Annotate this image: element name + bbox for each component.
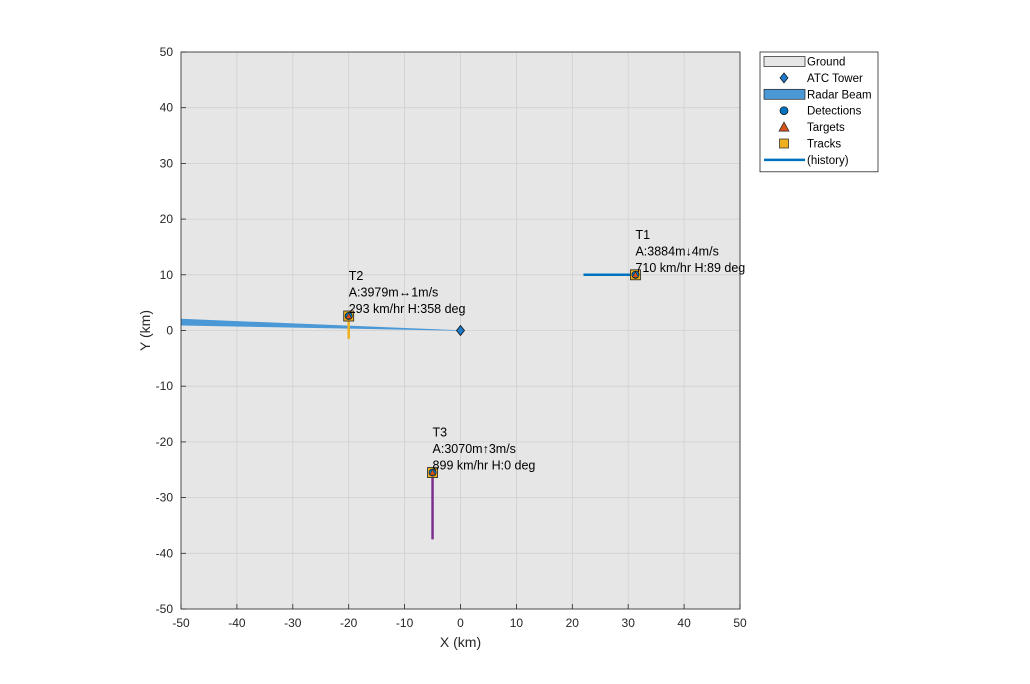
legend-symbol-ground xyxy=(763,56,806,67)
legend-label: Ground xyxy=(807,57,845,69)
target-marker-t1 xyxy=(632,271,639,278)
target-marker-t3 xyxy=(429,469,436,476)
y-tick-label: -50 xyxy=(156,602,174,616)
y-tick-label: 10 xyxy=(160,268,174,282)
y-tick-label: -40 xyxy=(156,546,174,560)
y-axis-label: Y (km) xyxy=(137,310,153,351)
x-tick-label: -30 xyxy=(284,616,302,630)
y-tick-label: 0 xyxy=(166,324,173,338)
x-axis-label: X (km) xyxy=(440,634,481,650)
x-tick-label: 10 xyxy=(510,616,524,630)
y-tick-label: 30 xyxy=(160,156,174,170)
y-tick-label: -30 xyxy=(156,491,174,505)
legend-label: Detections xyxy=(807,106,862,118)
y-tick-label: 20 xyxy=(160,212,174,226)
x-tick-label: -40 xyxy=(228,616,246,630)
x-tick-label: 40 xyxy=(677,616,691,630)
x-tick-label: 30 xyxy=(622,616,636,630)
target-marker-t2 xyxy=(345,312,353,319)
x-tick-label: 20 xyxy=(566,616,580,630)
annotation-t3-line-3: 899 km/hr H:0 deg xyxy=(433,459,536,473)
y-tick-label: -10 xyxy=(156,379,174,393)
annotation-t3-line-2: A:3070m↑3m/s xyxy=(433,442,516,456)
x-tick-label: -20 xyxy=(340,616,358,630)
y-tick-label: -20 xyxy=(156,435,174,449)
legend-label: Radar Beam xyxy=(807,89,872,101)
legend-symbol-targets xyxy=(778,121,790,132)
annotation-t1-line-1: T1 xyxy=(635,228,650,242)
annotation-t1-line-3: 710 km/hr H:89 deg xyxy=(635,261,745,275)
x-tick-label: -50 xyxy=(172,616,190,630)
legend-symbol-tracks xyxy=(779,138,789,149)
annotation-t2-line-1: T2 xyxy=(349,269,364,283)
legend-label: Tracks xyxy=(807,139,841,151)
annotation-t2-line-2: A:3979m↔1m/s xyxy=(349,286,439,300)
legend-label: (history) xyxy=(807,155,849,167)
annotation-t1-line-2: A:3884m↓4m/s xyxy=(635,244,718,258)
atc-tower-marker xyxy=(455,324,466,337)
y-tick-label: 40 xyxy=(160,101,174,115)
x-tick-label: 0 xyxy=(457,616,464,630)
annotation-t2-line-3: 293 km/hr H:358 deg xyxy=(349,302,466,316)
legend-symbol-atc-tower xyxy=(779,72,789,84)
legend-label: ATC Tower xyxy=(807,73,863,85)
legend-symbol-radar-beam xyxy=(763,88,806,100)
legend-box xyxy=(759,51,879,173)
legend-symbol-detections xyxy=(779,106,789,116)
y-tick-label: 50 xyxy=(160,45,174,59)
radar-beam xyxy=(181,318,461,331)
annotation-t3-line-1: T3 xyxy=(433,426,448,440)
x-tick-label: 50 xyxy=(733,616,747,630)
legend-label: Targets xyxy=(807,122,845,134)
x-tick-label: -10 xyxy=(396,616,414,630)
